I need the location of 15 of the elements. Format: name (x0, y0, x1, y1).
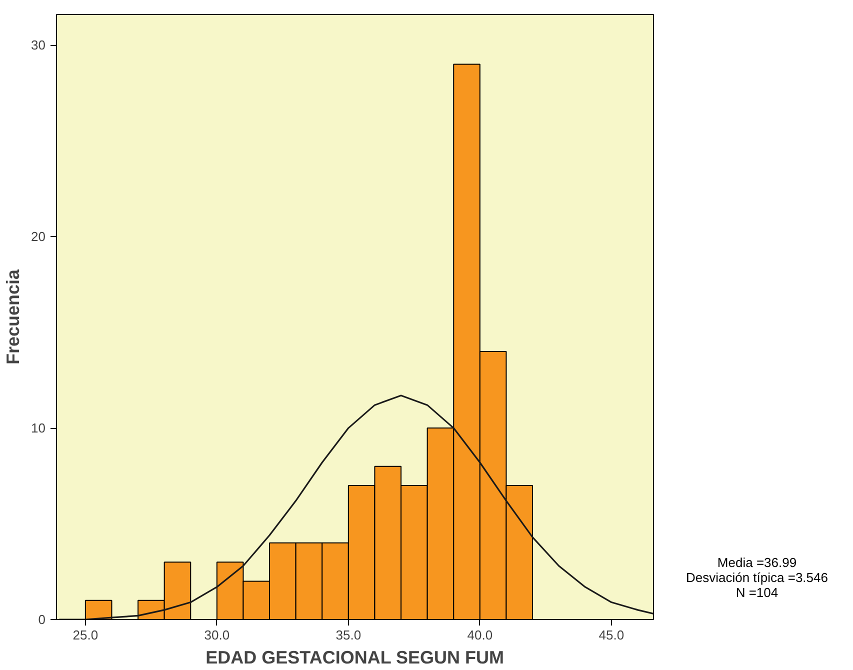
x-tick-label: 45.0 (598, 628, 624, 642)
x-tick-label: 30.0 (204, 628, 230, 642)
text: Media =36.99 (717, 555, 797, 570)
text: N =104 (736, 585, 778, 600)
y-axis-title: Frecuencia (3, 268, 24, 365)
y-tick-label: 10 (31, 420, 46, 436)
x-tick-label: 40.0 (467, 628, 493, 642)
x-tick-label: 35.0 (336, 628, 362, 642)
y-tick-label: 30 (31, 38, 46, 53)
y-tick-label: 20 (31, 229, 46, 244)
text: Desviación típica =3.546 (686, 570, 828, 585)
y-tick-label: 0 (38, 612, 46, 627)
line-series (58, 394, 654, 620)
x-tick-label: 25.0 (72, 628, 98, 642)
x-axis-title: EDAD GESTACIONAL SEGUN FUM (206, 648, 504, 668)
